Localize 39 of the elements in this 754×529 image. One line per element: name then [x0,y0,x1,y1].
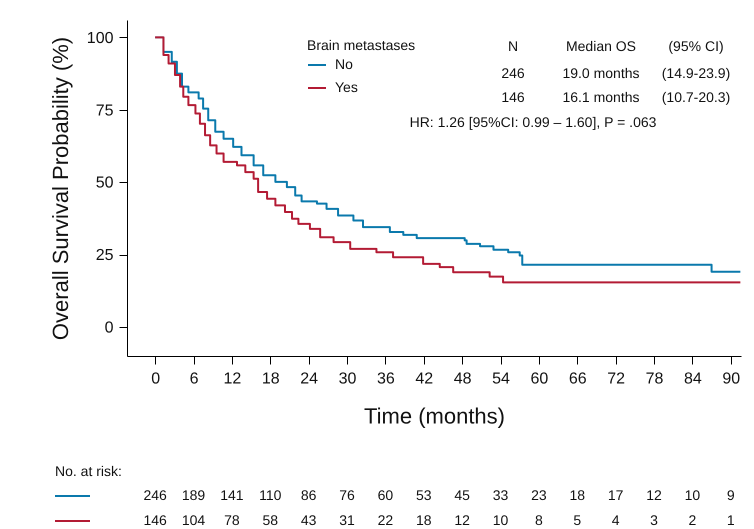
x-tick-label: 48 [454,370,472,388]
x-tick-label: 12 [223,370,242,388]
x-tick-label: 42 [415,370,434,388]
annotation: Median OS [566,38,636,54]
x-tick-label: 66 [568,370,587,388]
legend-label: Yes [335,79,358,95]
x-tick-label: 0 [151,370,160,388]
x-tick-label: 30 [338,370,357,388]
annotation: 146 [501,89,525,105]
x-tick-label: 72 [607,370,626,388]
annotation: 246 [501,65,525,81]
y-tick-label: 75 [96,102,114,120]
annotation: (10.7-20.3) [662,89,730,105]
text: 246 189 141 110 86 76 60 53 45 33 23 18 17 12 10 9 [143,487,735,503]
y-tick-label: 25 [96,247,114,264]
y-tick-label: 50 [96,174,114,192]
x-tick-label: 36 [376,370,395,388]
x-tick-label: 84 [684,370,702,388]
x-tick-label: 18 [262,370,280,388]
annotation: (95% CI) [668,38,724,54]
annotation: HR: 1.26 [95%CI: 0.99 – 1.60], P = .063 [410,114,657,130]
x-tick-label: 24 [300,370,318,388]
x-tick-label: 6 [190,370,199,388]
x-tick-label: 78 [646,370,664,388]
y-axis-title: Overall Survival Probability (%) [48,36,73,340]
annotation: 19.0 months [562,65,640,81]
y-tick-label: 0 [104,320,114,337]
legend-label: No [335,56,354,72]
x-tick-label: 60 [530,370,548,388]
annotation: (14.9-23.9) [662,65,730,81]
x-tick-label: 90 [722,370,740,388]
x-tick-label: 54 [492,370,510,388]
x-axis-title: Time (months) [364,404,505,428]
text: No. at risk: [55,463,122,479]
legend-title: Brain metastases [307,37,416,53]
text: 146 104 78 58 43 31 22 18 12 10 8 5 4 3 2 1 [143,512,735,528]
y-tick-label: 100 [86,30,114,47]
annotation: 16.1 months [562,89,640,105]
annotation: N [508,38,518,54]
